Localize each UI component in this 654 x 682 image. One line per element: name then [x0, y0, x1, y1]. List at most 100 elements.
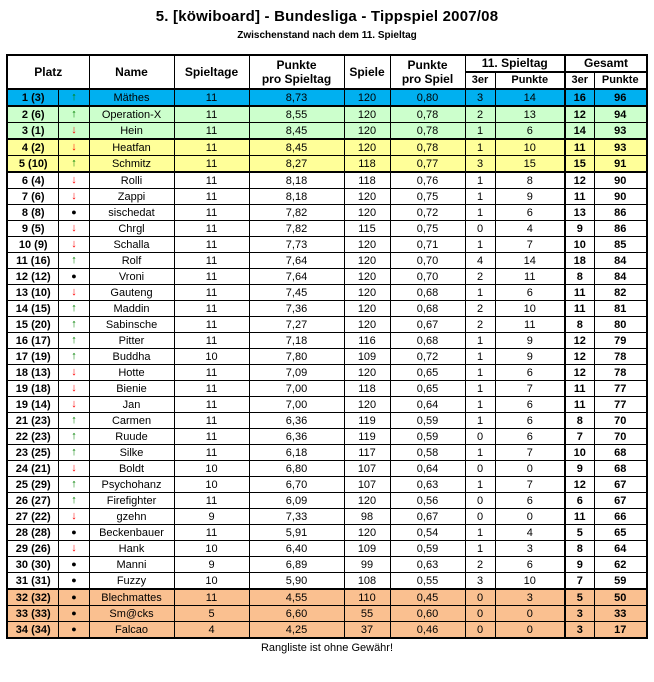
punkte-pro-spiel-cell: 0,64	[389, 460, 466, 477]
spiele-cell: 120	[343, 284, 391, 301]
table-row: 26 (27) ↑ Firefighter 11 6,09 120 0,56 0 6 6 67	[6, 492, 648, 509]
name-cell: Pitter	[88, 332, 175, 349]
punkte-pro-spieltag-cell: 7,82	[248, 204, 345, 221]
spiele-cell: 116	[343, 332, 391, 349]
spieltage-cell: 11	[173, 380, 250, 397]
gesamt-3er-cell: 7	[564, 428, 595, 445]
name-cell: Silke	[88, 444, 175, 461]
gesamt-3er-cell: 8	[564, 268, 595, 285]
spieltage-cell: 11	[173, 588, 250, 606]
name-cell: Sm@cks	[88, 605, 175, 622]
gesamt-3er-cell: 12	[564, 476, 595, 493]
table-row: 29 (26) ↓ Hank 10 6,40 109 0,59 1 3 8 64	[6, 540, 648, 557]
trend-icon: ●	[58, 268, 90, 285]
trend-icon: ↑	[58, 300, 90, 317]
punkte-pro-spiel-cell: 0,77	[389, 155, 466, 173]
table-row: 7 (6) ↓ Zappi 11 8,18 120 0,75 1 9 11 90	[6, 188, 648, 205]
name-cell: Hotte	[88, 364, 175, 381]
header-spieltag11-punkte: Punkte	[494, 71, 566, 90]
spieltag11-3er-cell: 3	[464, 155, 496, 173]
punkte-pro-spieltag-cell: 8,55	[248, 105, 345, 123]
rank-cell: 16 (17)	[6, 332, 60, 349]
punkte-pro-spieltag-cell: 7,45	[248, 284, 345, 301]
punkte-pro-spieltag-cell: 4,25	[248, 621, 345, 639]
header-spieltage: Spieltage	[173, 54, 250, 90]
trend-icon: ↓	[58, 508, 90, 525]
punkte-pro-spiel-cell: 0,64	[389, 396, 466, 413]
gesamt-3er-cell: 11	[564, 138, 595, 156]
spieltage-cell: 11	[173, 171, 250, 189]
name-cell: Manni	[88, 556, 175, 573]
rank-cell: 19 (18)	[6, 380, 60, 397]
gesamt-3er-cell: 3	[564, 605, 595, 622]
spiele-cell: 99	[343, 556, 391, 573]
spieltag11-3er-cell: 1	[464, 396, 496, 413]
spiele-cell: 120	[343, 524, 391, 541]
punkte-pro-spiel-cell: 0,80	[389, 88, 466, 107]
spieltag11-punkte-cell: 0	[494, 621, 566, 639]
spieltage-cell: 11	[173, 105, 250, 123]
trend-icon: ●	[58, 605, 90, 622]
page-title: 5. [köwiboard] - Bundesliga - Tippspiel …	[155, 8, 499, 25]
spieltage-cell: 11	[173, 236, 250, 253]
gesamt-punkte-cell: 77	[593, 380, 648, 397]
punkte-pro-spieltag-cell: 4,55	[248, 588, 345, 606]
table-body: 1 (3) ↑ Mäthes 11 8,73 120 0,80 3 14 16 96 2 (6) ↑ Op…	[6, 88, 648, 639]
punkte-pro-spieltag-cell: 7,73	[248, 236, 345, 253]
gesamt-3er-cell: 6	[564, 492, 595, 509]
gesamt-3er-cell: 9	[564, 220, 595, 237]
spiele-cell: 120	[343, 492, 391, 509]
rank-cell: 6 (4)	[6, 171, 60, 189]
spieltage-cell: 11	[173, 444, 250, 461]
punkte-pro-spieltag-cell: 6,40	[248, 540, 345, 557]
trend-icon: ●	[58, 524, 90, 541]
spieltag11-punkte-cell: 9	[494, 332, 566, 349]
spieltag11-3er-cell: 0	[464, 460, 496, 477]
rank-cell: 26 (27)	[6, 492, 60, 509]
spieltag11-punkte-cell: 10	[494, 572, 566, 590]
spiele-cell: 120	[343, 252, 391, 269]
rank-cell: 25 (29)	[6, 476, 60, 493]
gesamt-punkte-cell: 62	[593, 556, 648, 573]
spieltag11-3er-cell: 0	[464, 605, 496, 622]
rank-cell: 21 (23)	[6, 412, 60, 429]
spieltag11-3er-cell: 1	[464, 364, 496, 381]
name-cell: gzehn	[88, 508, 175, 525]
table-row: 19 (18) ↓ Bienie 11 7,00 118 0,65 1 7 11 77	[6, 380, 648, 397]
spieltag11-punkte-cell: 9	[494, 348, 566, 365]
spieltag11-3er-cell: 0	[464, 220, 496, 237]
punkte-pro-spiel-cell: 0,78	[389, 122, 466, 140]
trend-icon: ↓	[58, 364, 90, 381]
gesamt-punkte-cell: 79	[593, 332, 648, 349]
punkte-pro-spiel-cell: 0,59	[389, 540, 466, 557]
spieltag11-punkte-cell: 7	[494, 236, 566, 253]
spieltag11-3er-cell: 1	[464, 348, 496, 365]
spiele-cell: 118	[343, 171, 391, 189]
spiele-cell: 120	[343, 236, 391, 253]
table-row: 16 (17) ↑ Pitter 11 7,18 116 0,68 1 9 12 79	[6, 332, 648, 349]
punkte-pro-spieltag-cell: 8,18	[248, 171, 345, 189]
spieltag11-punkte-cell: 4	[494, 524, 566, 541]
spieltag11-punkte-cell: 3	[494, 540, 566, 557]
spieltage-cell: 9	[173, 556, 250, 573]
trend-icon: ↑	[58, 476, 90, 493]
gesamt-3er-cell: 7	[564, 572, 595, 590]
punkte-pro-spieltag-cell: 7,18	[248, 332, 345, 349]
spiele-cell: 120	[343, 204, 391, 221]
rank-cell: 7 (6)	[6, 188, 60, 205]
rank-cell: 30 (30)	[6, 556, 60, 573]
table-row: 13 (10) ↓ Gauteng 11 7,45 120 0,68 1 6 11 82	[6, 284, 648, 301]
spieltage-cell: 11	[173, 524, 250, 541]
gesamt-punkte-cell: 94	[593, 105, 648, 123]
rank-cell: 9 (5)	[6, 220, 60, 237]
trend-icon: ↓	[58, 236, 90, 253]
spieltage-cell: 11	[173, 332, 250, 349]
gesamt-punkte-cell: 33	[593, 605, 648, 622]
punkte-pro-spiel-cell: 0,59	[389, 412, 466, 429]
punkte-pro-spiel-cell: 0,71	[389, 236, 466, 253]
spieltag11-punkte-cell: 14	[494, 88, 566, 107]
table-row: 9 (5) ↓ Chrgl 11 7,82 115 0,75 0 4 9 86	[6, 220, 648, 237]
gesamt-punkte-cell: 68	[593, 460, 648, 477]
table-row: 15 (20) ↑ Sabinsche 11 7,27 120 0,67 2 11 8 80	[6, 316, 648, 333]
trend-icon: ↓	[58, 460, 90, 477]
